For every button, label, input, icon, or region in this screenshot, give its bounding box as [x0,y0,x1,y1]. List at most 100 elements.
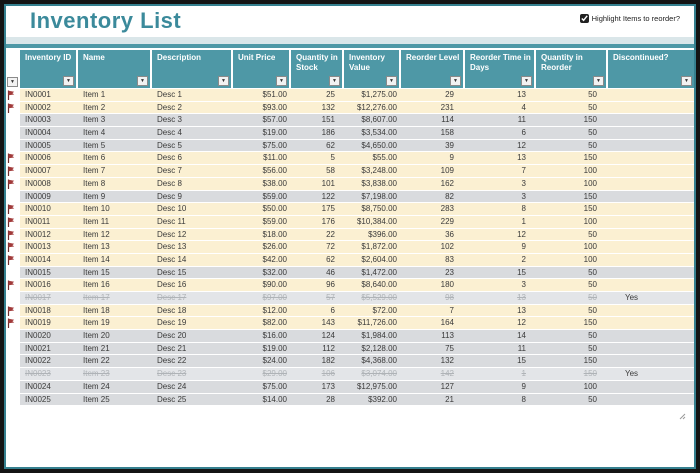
cell-id[interactable]: IN0015 [20,266,78,279]
cell-price[interactable]: $32.00 [233,266,291,279]
cell-value[interactable]: $3,534.00 [344,127,401,139]
cell-id[interactable]: IN0001 [20,89,78,101]
cell-value[interactable]: $11,726.00 [344,317,401,330]
cell-name[interactable]: Item 11 [78,215,152,228]
cell-qty_reorder[interactable]: 50 [536,266,608,279]
filter-dropdown-button[interactable]: ▼ [386,76,397,86]
cell-price[interactable]: $14.00 [233,393,291,406]
cell-qty_reorder[interactable]: 150 [536,203,608,215]
cell-name[interactable]: Item 3 [78,114,152,127]
column-header-id[interactable]: Inventory ID ▼ [20,50,78,88]
cell-reorder_level[interactable]: 109 [401,165,465,177]
cell-id[interactable]: IN0009 [20,190,78,203]
cell-id[interactable]: IN0003 [20,114,78,127]
cell-discontinued[interactable] [608,177,694,190]
cell-desc[interactable]: Desc 1 [152,89,233,101]
cell-discontinued[interactable] [608,330,694,342]
cell-id[interactable]: IN0007 [20,165,78,177]
column-header-value[interactable]: Inventory Value ▼ [344,50,401,88]
cell-qty[interactable]: 62 [291,253,344,266]
cell-value[interactable]: $8,640.00 [344,279,401,291]
cell-reorder_time[interactable]: 6 [465,127,536,139]
cell-reorder_time[interactable]: 11 [465,342,536,355]
cell-discontinued[interactable] [608,203,694,215]
filter-dropdown-button[interactable]: ▼ [593,76,604,86]
cell-reorder_time[interactable]: 3 [465,190,536,203]
cell-value[interactable]: $3,074.00 [344,368,401,380]
cell-name[interactable]: Item 16 [78,279,152,291]
cell-id[interactable]: IN0006 [20,152,78,165]
cell-id[interactable]: IN0002 [20,101,78,114]
cell-qty_reorder[interactable]: 50 [536,279,608,291]
cell-qty[interactable]: 101 [291,177,344,190]
cell-discontinued[interactable] [608,393,694,406]
cell-reorder_time[interactable]: 14 [465,330,536,342]
cell-name[interactable]: Item 7 [78,165,152,177]
cell-name[interactable]: Item 15 [78,266,152,279]
cell-price[interactable]: $90.00 [233,279,291,291]
cell-desc[interactable]: Desc 21 [152,342,233,355]
cell-value[interactable]: $7,198.00 [344,190,401,203]
cell-id[interactable]: IN0008 [20,177,78,190]
cell-reorder_level[interactable]: 158 [401,127,465,139]
cell-reorder_level[interactable]: 75 [401,342,465,355]
cell-value[interactable]: $4,368.00 [344,355,401,368]
cell-value[interactable]: $1,275.00 [344,89,401,101]
cell-id[interactable]: IN0010 [20,203,78,215]
cell-desc[interactable]: Desc 12 [152,228,233,241]
cell-discontinued[interactable] [608,228,694,241]
cell-qty[interactable]: 132 [291,101,344,114]
cell-price[interactable]: $29.00 [233,368,291,380]
cell-discontinued[interactable] [608,253,694,266]
column-header-qty_reorder[interactable]: Quantity in Reorder ▼ [536,50,608,88]
cell-discontinued[interactable] [608,127,694,139]
cell-reorder_time[interactable]: 9 [465,380,536,393]
cell-price[interactable]: $11.00 [233,152,291,165]
cell-qty_reorder[interactable]: 100 [536,177,608,190]
cell-reorder_level[interactable]: 9 [401,152,465,165]
cell-id[interactable]: IN0004 [20,127,78,139]
cell-name[interactable]: Item 1 [78,89,152,101]
cell-qty[interactable]: 176 [291,215,344,228]
cell-desc[interactable]: Desc 7 [152,165,233,177]
column-header-price[interactable]: Unit Price ▼ [233,50,291,88]
cell-reorder_time[interactable]: 11 [465,114,536,127]
cell-price[interactable]: $42.00 [233,253,291,266]
cell-qty[interactable]: 6 [291,304,344,317]
cell-value[interactable]: $2,128.00 [344,342,401,355]
cell-reorder_level[interactable]: 21 [401,393,465,406]
cell-desc[interactable]: Desc 15 [152,266,233,279]
cell-discontinued[interactable] [608,139,694,152]
cell-id[interactable]: IN0005 [20,139,78,152]
cell-reorder_level[interactable]: 142 [401,368,465,380]
cell-id[interactable]: IN0019 [20,317,78,330]
cell-value[interactable]: $10,384.00 [344,215,401,228]
cell-id[interactable]: IN0012 [20,228,78,241]
cell-desc[interactable]: Desc 3 [152,114,233,127]
cell-value[interactable]: $4,650.00 [344,139,401,152]
cell-qty_reorder[interactable]: 150 [536,152,608,165]
cell-name[interactable]: Item 6 [78,152,152,165]
cell-price[interactable]: $12.00 [233,304,291,317]
cell-name[interactable]: Item 25 [78,393,152,406]
cell-desc[interactable]: Desc 10 [152,203,233,215]
cell-price[interactable]: $56.00 [233,165,291,177]
cell-price[interactable]: $38.00 [233,177,291,190]
cell-qty_reorder[interactable]: 50 [536,127,608,139]
cell-value[interactable]: $396.00 [344,228,401,241]
cell-reorder_level[interactable]: 29 [401,89,465,101]
cell-price[interactable]: $16.00 [233,330,291,342]
cell-desc[interactable]: Desc 25 [152,393,233,406]
cell-value[interactable]: $2,604.00 [344,253,401,266]
column-header-flags[interactable]: ▼ [6,50,20,88]
cell-reorder_level[interactable]: 98 [401,292,465,304]
cell-id[interactable]: IN0017 [20,292,78,304]
cell-price[interactable]: $75.00 [233,380,291,393]
cell-qty_reorder[interactable]: 100 [536,380,608,393]
cell-desc[interactable]: Desc 24 [152,380,233,393]
cell-reorder_time[interactable]: 13 [465,89,536,101]
cell-price[interactable]: $93.00 [233,101,291,114]
cell-discontinued[interactable]: Yes [608,292,694,304]
cell-id[interactable]: IN0011 [20,215,78,228]
cell-name[interactable]: Item 12 [78,228,152,241]
